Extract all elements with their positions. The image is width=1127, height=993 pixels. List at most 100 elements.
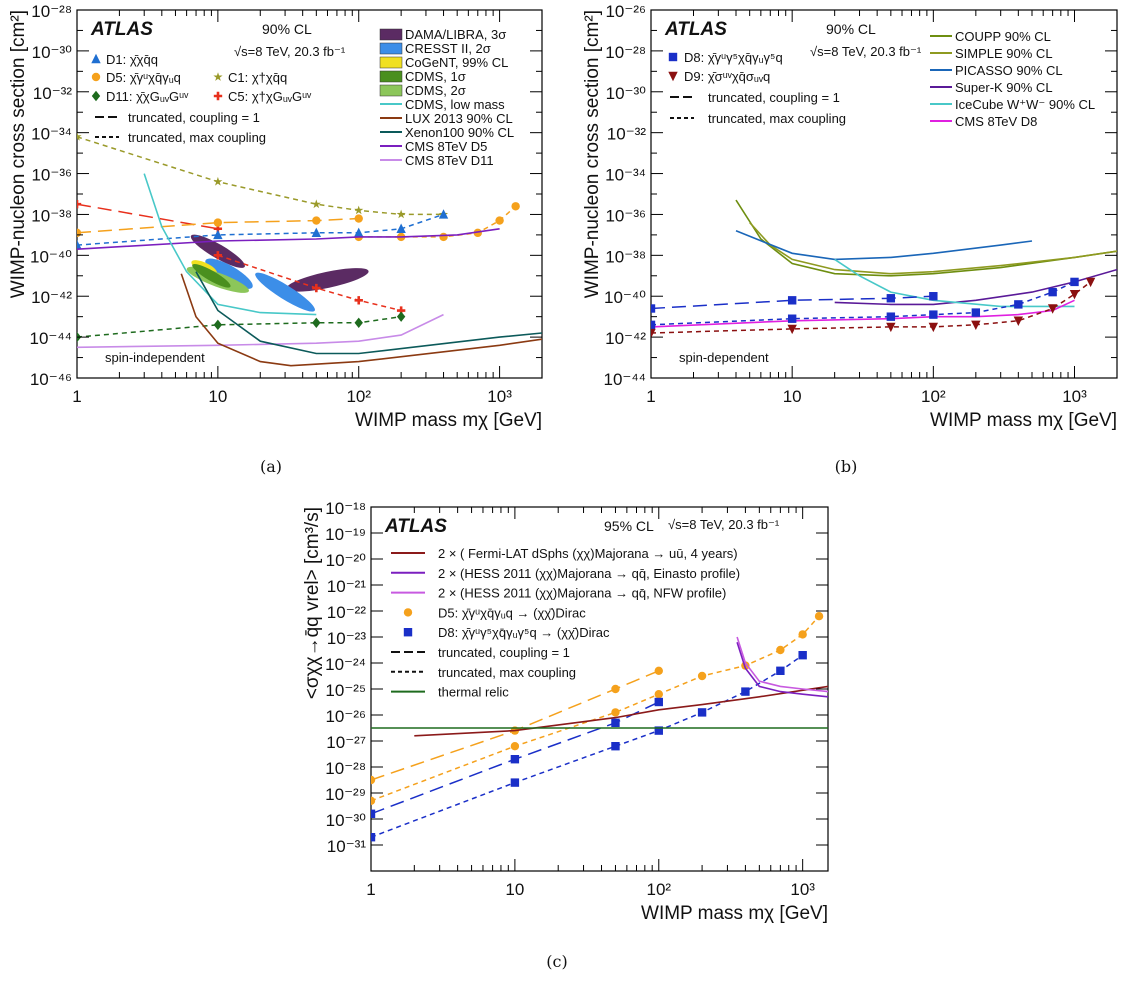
y-tick-label: 10⁻²⁶ xyxy=(325,707,366,726)
data-point xyxy=(1014,300,1023,309)
legend-label: COUPP 90% CL xyxy=(955,29,1051,44)
x-tick-label: 1 xyxy=(366,880,375,899)
y-tick-label: 10⁻²² xyxy=(327,603,367,622)
y-tick-label: 10⁻⁴² xyxy=(31,288,72,307)
y-tick-label: 10⁻⁴⁴ xyxy=(30,329,73,348)
data-point xyxy=(354,205,364,215)
exclusion-region xyxy=(255,272,315,312)
data-point xyxy=(213,319,223,331)
data-point xyxy=(510,755,520,764)
data-point xyxy=(473,228,482,238)
data-point xyxy=(312,283,321,293)
data-point xyxy=(1013,316,1024,326)
y-tick-label: 10⁻²⁴ xyxy=(325,655,366,674)
data-point xyxy=(311,227,322,238)
legend-label: truncated, coupling = 1 xyxy=(438,645,570,660)
y-tick-label: 10⁻³⁸ xyxy=(605,247,646,266)
series-line xyxy=(735,230,1033,261)
exclusion-region xyxy=(192,263,231,288)
region-label: spin-dependent xyxy=(679,350,769,365)
series-line xyxy=(736,641,828,698)
y-tick-label: 10⁻³⁶ xyxy=(31,166,72,185)
data-point xyxy=(371,809,376,818)
data-point xyxy=(971,308,981,317)
data-point xyxy=(213,229,223,240)
data-point xyxy=(354,317,363,328)
x-tick-label: 10 xyxy=(783,387,802,406)
legend-label: thermal relic xyxy=(438,685,509,700)
data-point xyxy=(798,630,807,639)
series-line xyxy=(651,295,934,310)
legend-label: D11: χ̄χGᵤᵥGᵘᵛ xyxy=(106,89,189,104)
legend-marker-icon xyxy=(91,53,101,64)
legend-label: C1: χ†χq̄q xyxy=(228,70,287,85)
y-axis-label: WIMP-nucleon cross section [cm²] xyxy=(8,10,29,298)
y-tick-label: 10⁻²⁵ xyxy=(325,681,366,700)
series-line xyxy=(77,213,444,246)
series-line xyxy=(371,670,660,781)
y-tick-label: 10⁻²⁸ xyxy=(31,2,72,21)
y-tick-label: 10⁻³⁴ xyxy=(605,166,646,185)
exclusion-region xyxy=(205,258,253,289)
data-point xyxy=(787,324,797,335)
x-tick-label: 1 xyxy=(646,387,655,406)
legend-label: CRESST II, 2σ xyxy=(405,41,491,56)
series-line xyxy=(195,271,542,355)
series-line xyxy=(736,636,828,693)
data-point xyxy=(1085,277,1096,288)
legend-swatch xyxy=(379,84,403,97)
data-point xyxy=(654,726,663,735)
y-tick-label: 10⁻²⁰ xyxy=(326,551,367,570)
atlas-label: ATLAS xyxy=(664,19,727,40)
legend-experiments: COUPP 90% CL SIMPLE 90% CL PICASSO 90% CL S… xyxy=(930,29,1095,129)
x-tick-label: 10 xyxy=(208,387,227,406)
legend-markers: D8: χ̄γᵘγ⁵χq̄γᵤγ⁵q D9: χ̄σᵘᵛχq̄σᵤᵥq trunca… xyxy=(668,50,846,126)
legend-label: 2 × ( Fermi-LAT dSphs (χχ)Majorana → uū,… xyxy=(438,546,738,561)
legend-label: Super-K 90% CL xyxy=(955,80,1053,95)
legend-swatch xyxy=(379,28,403,41)
y-tick-label: 10⁻⁴⁴ xyxy=(604,370,647,389)
caption-c: (c) xyxy=(546,952,567,971)
data-point xyxy=(611,718,620,727)
legend-label: 2 × (HESS 2011 (χχ)Majorana → qq̄, NFW p… xyxy=(438,586,726,601)
y-tick-label: 10⁻³⁰ xyxy=(32,43,73,62)
data-point xyxy=(929,310,938,319)
energy-label: √s=8 TeV, 20.3 fb⁻¹ xyxy=(234,44,346,59)
exclusion-region xyxy=(286,268,369,292)
x-tick-label: 10² xyxy=(346,387,371,406)
legend-marker-icon xyxy=(403,628,413,637)
data-point xyxy=(928,322,939,333)
cl-label: 90% CL xyxy=(826,21,876,37)
data-point xyxy=(971,320,981,331)
legend-marker-icon xyxy=(213,91,223,101)
data-point xyxy=(312,317,321,328)
data-point xyxy=(213,218,223,227)
panel-b-spin-dependent: 1 10 10² 10³ 10⁻²⁶ 10⁻²⁸ 10⁻³⁰ 10⁻³² 10⁻³⁴ 10⁻³⁶ 1… xyxy=(582,2,1118,431)
series-line xyxy=(77,217,359,234)
legend-swatch xyxy=(379,42,403,55)
data-point xyxy=(611,708,620,717)
data-point xyxy=(697,671,707,681)
data-point xyxy=(396,209,406,219)
legend-label: PICASSO 90% CL xyxy=(955,63,1063,78)
legend-label: CoGeNT, 99% CL xyxy=(405,55,508,70)
data-point xyxy=(439,232,448,242)
data-point xyxy=(654,666,663,675)
y-axis-label: <σχχ→q̄q vrel> [cm³/s] xyxy=(302,507,323,699)
legend-label: D8: χ̄γᵘγ⁵χq̄γᵤγ⁵q → (χχ̄)Dirac xyxy=(438,625,610,640)
x-axis-label: WIMP mass mχ [GeV] xyxy=(641,903,828,924)
legend-label: D9: χ̄σᵘᵛχq̄σᵤᵥq xyxy=(684,69,770,84)
x-tick-label: 1 xyxy=(72,387,81,406)
series-line xyxy=(371,654,804,838)
data-point xyxy=(1047,304,1058,314)
data-point xyxy=(371,775,376,785)
data-point xyxy=(213,251,223,260)
legend-label: C5: χ†χGᵤᵥGᵘᵛ xyxy=(228,89,312,104)
legend-marker-icon xyxy=(91,90,101,102)
panel-a-spin-independent: 1 10 10² 10³ 10⁻²⁸ 10⁻³⁰ 10⁻³² 10⁻³⁴ 10⁻³⁶ 10⁻³⁸ 1… xyxy=(8,2,543,431)
legend-marker-icon xyxy=(213,72,223,81)
series-line xyxy=(414,685,828,737)
data-point xyxy=(814,612,824,621)
